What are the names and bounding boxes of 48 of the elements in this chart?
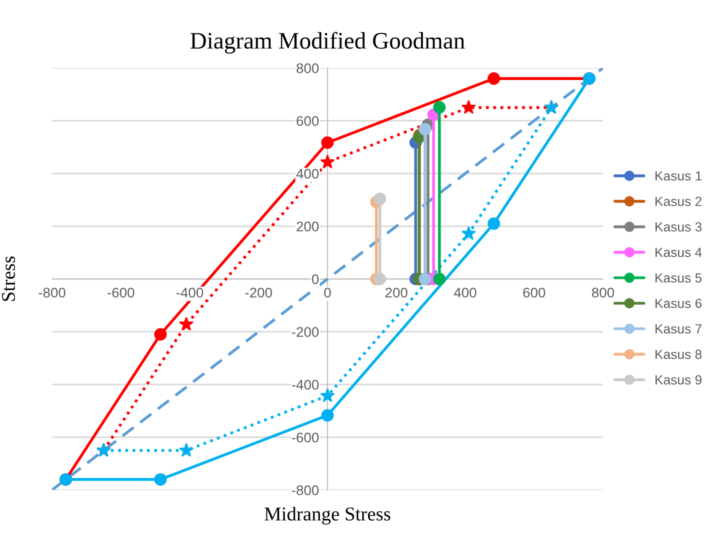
legend-label: Kasus 7 (656, 324, 702, 334)
legend-label: Kasus 6 (656, 298, 702, 308)
y-axis-title: Stress (2, 256, 15, 301)
point (488, 72, 500, 85)
point (179, 316, 194, 331)
chart-title: Diagram Modified Goodman (190, 32, 465, 54)
x-tick-label: 400 (454, 288, 476, 298)
legend-label: Kasus 5 (656, 273, 702, 283)
x-tick-label: -200 (245, 288, 272, 298)
y-tick-label: 400 (296, 168, 319, 179)
point (374, 272, 386, 286)
legend-label: Kasus 9 (656, 375, 702, 385)
x-tick-label: -400 (176, 288, 204, 298)
point (433, 272, 446, 286)
y-tick-label: 0 (312, 274, 319, 284)
point (461, 226, 476, 240)
legend-label: Kasus 3 (656, 222, 702, 232)
x-tick-label: 200 (385, 288, 408, 298)
legend-label: Kasus 8 (656, 350, 702, 360)
point (321, 409, 334, 422)
x-tick-label: 600 (523, 288, 546, 298)
y-tick-label: -200 (292, 327, 319, 337)
y-tick-label: 200 (296, 222, 319, 232)
point (374, 192, 386, 206)
y-tick-label: 600 (296, 116, 319, 126)
x-tick-label: -600 (108, 288, 134, 298)
point (418, 122, 432, 136)
point (461, 100, 476, 114)
point (154, 328, 167, 341)
point (433, 101, 446, 114)
x-tick-label: 800 (592, 288, 614, 298)
y-tick-label: -600 (292, 432, 319, 442)
y-tick-label: -400 (292, 380, 319, 390)
y-tick-label: -800 (292, 485, 319, 496)
point (320, 154, 335, 168)
legend-label: Kasus 4 (656, 248, 702, 258)
point (320, 388, 335, 402)
x-axis-title: Midrange Stress (264, 506, 390, 525)
point (154, 473, 167, 486)
legend-label: Kasus 2 (656, 196, 702, 206)
x-tick-label: -800 (38, 288, 66, 298)
point (418, 272, 432, 286)
y-tick-label: 800 (296, 63, 319, 74)
point (321, 136, 334, 149)
point (179, 442, 194, 457)
legend-label: Kasus 1 (656, 171, 702, 181)
point (488, 217, 500, 230)
x-tick-label: 0 (324, 288, 331, 298)
